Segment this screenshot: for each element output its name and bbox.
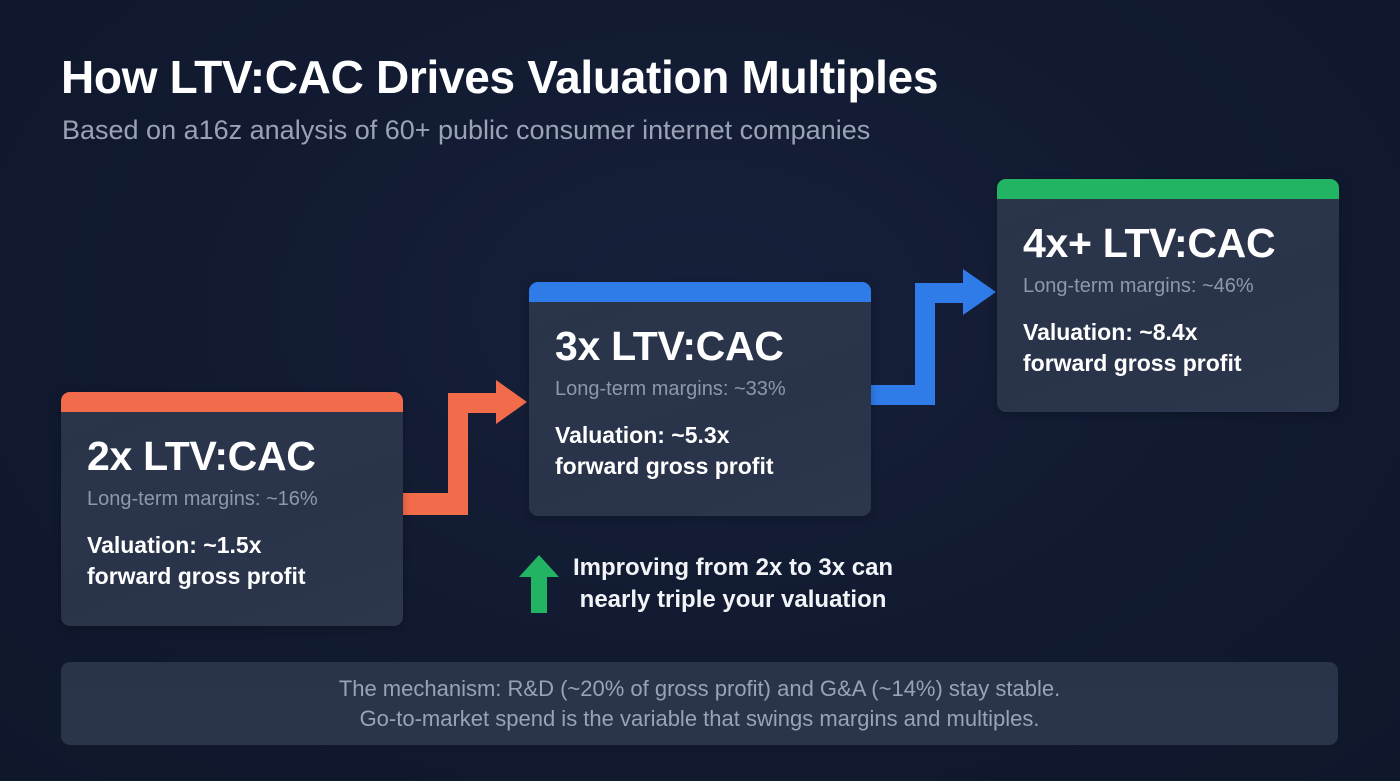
- mechanism-line-2: Go-to-market spend is the variable that …: [359, 705, 1040, 731]
- tier-accent-bar: [997, 179, 1339, 199]
- mechanism-note: The mechanism: R&D (~20% of gross profit…: [61, 662, 1338, 745]
- tier-margin: Long-term margins: ~16%: [87, 488, 318, 510]
- valuation-line-1: Valuation: ~1.5x: [87, 532, 262, 558]
- tier-heading: 4x+ LTV:CAC: [1023, 220, 1276, 266]
- tier-accent-bar: [61, 392, 403, 412]
- valuation-line-1: Valuation: ~8.4x: [1023, 319, 1198, 345]
- valuation-line-2: forward gross profit: [87, 563, 306, 589]
- tier-heading: 2x LTV:CAC: [87, 433, 316, 479]
- valuation-line-1: Valuation: ~5.3x: [555, 422, 730, 448]
- tier-card-2x: 2x LTV:CAC Long-term margins: ~16% Valua…: [61, 392, 403, 626]
- tier-valuation: Valuation: ~8.4x forward gross profit: [1023, 317, 1313, 379]
- improvement-callout: Improving from 2x to 3x can nearly tripl…: [519, 552, 893, 616]
- up-arrow-icon: [519, 555, 559, 613]
- valuation-line-2: forward gross profit: [555, 453, 774, 479]
- tier-card-4x: 4x+ LTV:CAC Long-term margins: ~46% Valu…: [997, 179, 1339, 412]
- tier-heading: 3x LTV:CAC: [555, 323, 784, 369]
- tier-valuation: Valuation: ~5.3x forward gross profit: [555, 420, 845, 482]
- tier-margin: Long-term margins: ~46%: [1023, 275, 1254, 297]
- step-arrow-icon-orange: [403, 380, 527, 515]
- tier-accent-bar: [529, 282, 871, 302]
- tier-card-3x: 3x LTV:CAC Long-term margins: ~33% Valua…: [529, 282, 871, 516]
- callout-text: Improving from 2x to 3x can nearly tripl…: [573, 552, 893, 616]
- step-arrow-icon-blue: [871, 269, 996, 405]
- callout-line-1: Improving from 2x to 3x can: [573, 554, 894, 581]
- tier-margin: Long-term margins: ~33%: [555, 378, 786, 400]
- valuation-line-2: forward gross profit: [1023, 350, 1242, 376]
- tier-valuation: Valuation: ~1.5x forward gross profit: [87, 530, 377, 592]
- mechanism-line-1: The mechanism: R&D (~20% of gross profit…: [338, 675, 1061, 701]
- page-title: How LTV:CAC Drives Valuation Multiples: [61, 51, 939, 103]
- page-subtitle: Based on a16z analysis of 60+ public con…: [62, 115, 871, 145]
- callout-line-2: nearly triple your valuation: [579, 586, 887, 613]
